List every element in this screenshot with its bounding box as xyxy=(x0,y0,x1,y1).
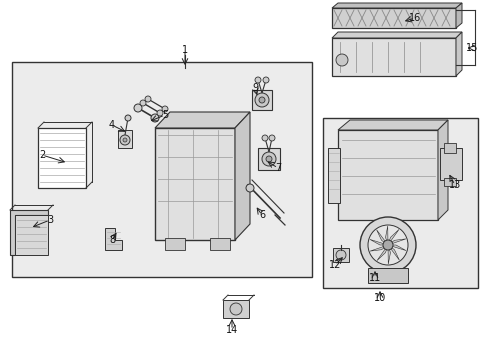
Circle shape xyxy=(134,104,142,112)
Bar xyxy=(209,238,229,250)
Bar xyxy=(337,130,437,220)
Circle shape xyxy=(259,97,264,103)
Bar xyxy=(327,148,339,203)
Text: 11: 11 xyxy=(368,273,380,283)
Text: 1: 1 xyxy=(182,45,188,55)
Text: 6: 6 xyxy=(259,210,264,220)
Polygon shape xyxy=(387,229,398,245)
Circle shape xyxy=(268,135,274,141)
Circle shape xyxy=(145,96,151,102)
Polygon shape xyxy=(155,112,249,128)
Circle shape xyxy=(120,135,130,145)
Text: 9: 9 xyxy=(251,83,258,93)
Circle shape xyxy=(254,77,261,83)
Circle shape xyxy=(157,110,163,116)
Bar xyxy=(331,38,455,76)
Bar xyxy=(12,62,311,277)
Bar xyxy=(443,143,455,153)
Bar xyxy=(323,118,477,288)
Bar xyxy=(223,300,248,318)
Circle shape xyxy=(263,77,268,83)
Circle shape xyxy=(335,54,347,66)
Circle shape xyxy=(262,135,267,141)
Circle shape xyxy=(382,240,392,250)
Bar xyxy=(367,268,407,283)
Polygon shape xyxy=(387,245,406,251)
Polygon shape xyxy=(455,32,461,76)
Bar xyxy=(38,128,86,188)
Circle shape xyxy=(125,115,131,121)
Polygon shape xyxy=(385,226,387,245)
Polygon shape xyxy=(369,239,387,245)
Polygon shape xyxy=(331,32,461,38)
Text: 8: 8 xyxy=(109,235,115,245)
Polygon shape xyxy=(376,245,387,261)
Bar xyxy=(332,248,348,262)
Circle shape xyxy=(162,106,168,112)
Circle shape xyxy=(335,250,346,260)
Polygon shape xyxy=(331,3,461,8)
Bar xyxy=(164,238,184,250)
Circle shape xyxy=(262,152,275,166)
Polygon shape xyxy=(437,120,447,220)
Circle shape xyxy=(367,225,407,265)
Text: 4: 4 xyxy=(109,120,115,130)
Bar xyxy=(251,90,271,110)
Text: 14: 14 xyxy=(225,325,238,335)
Circle shape xyxy=(151,114,159,122)
Text: 2: 2 xyxy=(39,150,45,160)
Polygon shape xyxy=(455,3,461,28)
Polygon shape xyxy=(10,210,48,255)
Polygon shape xyxy=(337,120,447,130)
Circle shape xyxy=(254,93,268,107)
Bar xyxy=(15,215,48,255)
Circle shape xyxy=(229,303,242,315)
Polygon shape xyxy=(105,228,122,250)
Polygon shape xyxy=(387,245,399,260)
Text: 16: 16 xyxy=(408,13,420,23)
Circle shape xyxy=(245,184,253,192)
Polygon shape xyxy=(387,239,405,245)
Text: 7: 7 xyxy=(274,163,281,173)
Polygon shape xyxy=(235,112,249,240)
Text: 3: 3 xyxy=(47,215,53,225)
Circle shape xyxy=(140,100,146,106)
Text: 15: 15 xyxy=(465,43,477,53)
Circle shape xyxy=(123,138,127,142)
Text: 12: 12 xyxy=(328,260,341,270)
Circle shape xyxy=(359,217,415,273)
Text: 10: 10 xyxy=(373,293,386,303)
Text: 13: 13 xyxy=(448,180,460,190)
Bar xyxy=(155,128,235,240)
Bar xyxy=(443,178,455,186)
Polygon shape xyxy=(369,245,387,251)
Polygon shape xyxy=(331,8,455,28)
Bar xyxy=(439,148,461,180)
Polygon shape xyxy=(376,230,387,245)
Bar xyxy=(118,130,132,148)
Bar xyxy=(258,148,280,170)
Circle shape xyxy=(265,156,271,162)
Polygon shape xyxy=(387,245,390,264)
Text: 5: 5 xyxy=(162,110,168,120)
